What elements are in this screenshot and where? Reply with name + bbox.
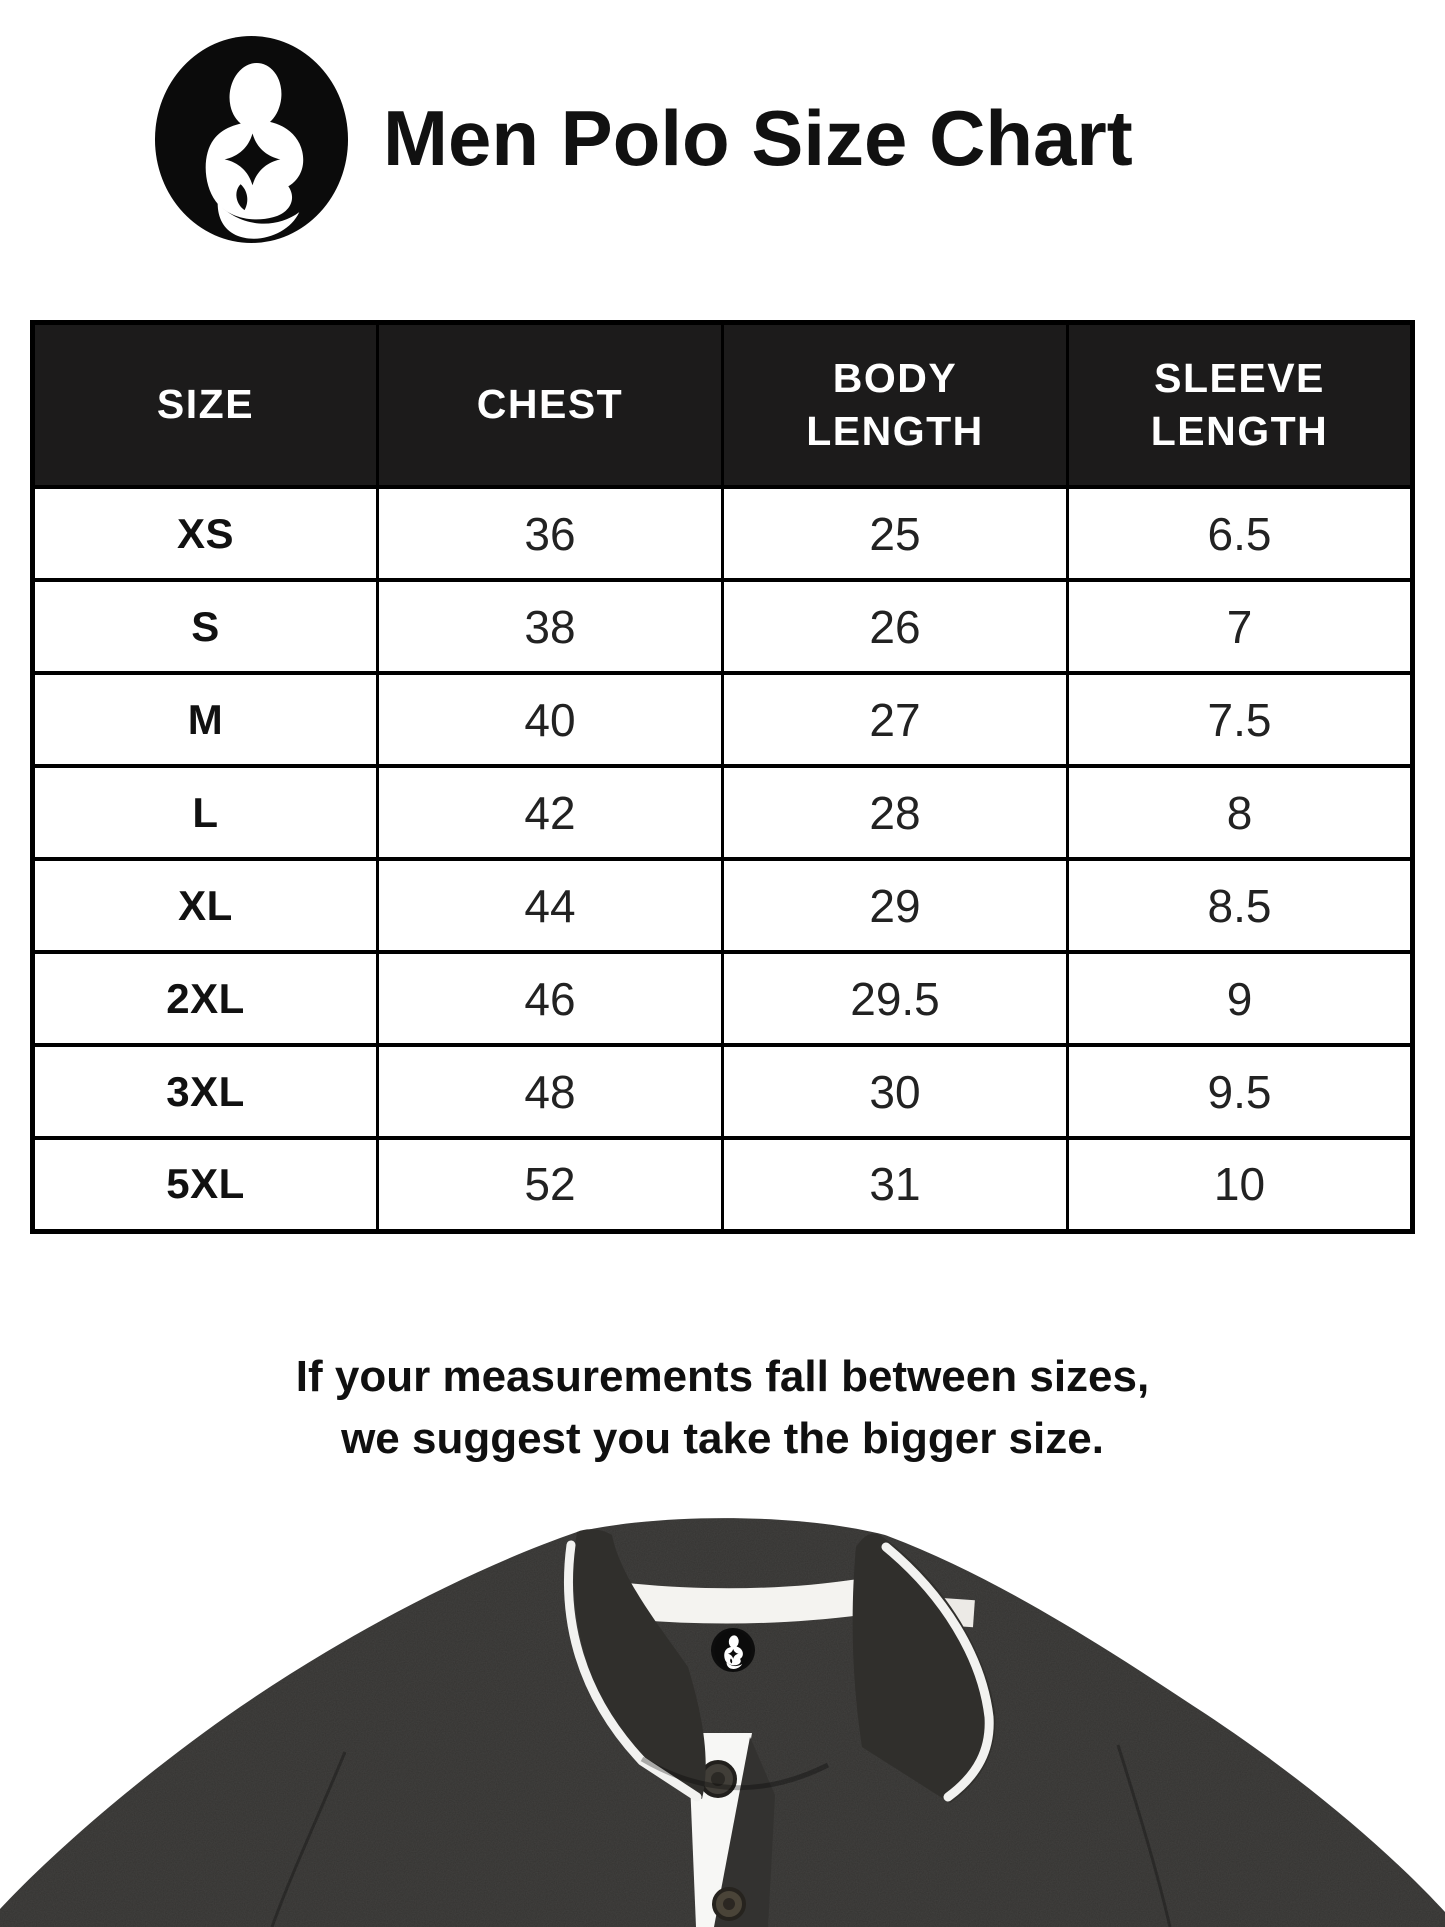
chest-cell: 52	[376, 1136, 724, 1233]
sizing-note-line-1: If your measurements fall between sizes,	[295, 1352, 1150, 1401]
right-sleeve-seam	[1116, 1744, 1172, 1927]
inner-neckband	[606, 1579, 862, 1624]
body-length-cell: 27	[721, 671, 1069, 768]
sleeve-length-cell: 6.5	[1066, 485, 1414, 582]
collar-right-flap	[852, 1533, 996, 1803]
table-row-3xl: 3XL 48 30 9.5	[31, 1043, 1414, 1140]
collar-left-tipping	[564, 1540, 702, 1802]
table-body: XS 36 25 6.5 S 38 26 7 M 40 27 7.5 L 42 …	[31, 485, 1414, 1233]
table-header-row: SIZE CHEST BODY LENGTH SLEEVE LENGTH	[31, 320, 1414, 489]
sleeve-length-cell: 8	[1066, 764, 1414, 861]
page-title: Men Polo Size Chart	[383, 94, 1133, 182]
size-chart-table: SIZE CHEST BODY LENGTH SLEEVE LENGTH XS …	[30, 320, 1415, 1234]
left-sleeve-seam	[270, 1751, 347, 1927]
chest-cell: 36	[376, 485, 724, 582]
body-length-cell: 28	[721, 764, 1069, 861]
body-length-cell: 29.5	[721, 950, 1069, 1047]
sleeve-length-cell: 10	[1066, 1136, 1414, 1233]
placket-top-button	[699, 1760, 737, 1798]
body-length-cell: 30	[721, 1043, 1069, 1140]
col-header-size: SIZE	[31, 320, 379, 489]
chest-cell: 38	[376, 578, 724, 675]
sleeve-length-cell: 7.5	[1066, 671, 1414, 768]
body-length-cell: 29	[721, 857, 1069, 954]
chest-cell: 44	[376, 857, 724, 954]
table-row-s: S 38 26 7	[31, 578, 1414, 675]
size-cell: M	[31, 671, 379, 768]
neck-tag-brand-icon	[714, 1630, 752, 1670]
size-cell: XL	[31, 857, 379, 954]
size-cell: S	[31, 578, 379, 675]
placket-overlap	[714, 1737, 775, 1927]
size-cell: L	[31, 764, 379, 861]
size-cell: XS	[31, 485, 379, 582]
col-header-body-length-label: BODY LENGTH	[806, 354, 984, 454]
neck-tag	[711, 1628, 755, 1672]
size-cell: 2XL	[31, 950, 379, 1047]
sleeve-length-cell: 8.5	[1066, 857, 1414, 954]
collar-left-flap	[573, 1529, 706, 1799]
table-row-2xl: 2XL 46 29.5 9	[31, 950, 1414, 1047]
sleeve-length-cell: 9.5	[1066, 1043, 1414, 1140]
chest-cell: 42	[376, 764, 724, 861]
placket-bottom-button	[712, 1887, 746, 1921]
body-length-cell: 25	[721, 485, 1069, 582]
chest-cell: 48	[376, 1043, 724, 1140]
chest-cell: 40	[376, 671, 724, 768]
col-header-chest-label: CHEST	[476, 381, 624, 428]
col-header-sleeve-length-label: SLEEVE LENGTH	[1150, 354, 1329, 454]
table-row-xs: XS 36 25 6.5	[31, 485, 1414, 582]
body-length-cell: 31	[721, 1136, 1069, 1233]
col-header-chest: CHEST	[376, 320, 724, 489]
table-row-m: M 40 27 7.5	[31, 671, 1414, 768]
sleeve-length-cell: 9	[1066, 950, 1414, 1047]
col-header-size-label: SIZE	[156, 381, 255, 428]
table-row-xl: XL 44 29 8.5	[31, 857, 1414, 954]
polo-shirt-photo	[0, 1518, 1445, 1927]
col-header-sleeve-length: SLEEVE LENGTH	[1066, 320, 1414, 489]
table-head: SIZE CHEST BODY LENGTH SLEEVE LENGTH	[31, 320, 1414, 489]
size-cell: 5XL	[31, 1136, 379, 1233]
collar-fold-shadow	[640, 1756, 830, 1791]
collar-right-tipping	[881, 1542, 994, 1802]
sleeve-length-cell: 7	[1066, 578, 1414, 675]
table-row-5xl: 5XL 52 31 10	[31, 1136, 1414, 1233]
brand-logo-mother-baby-icon	[152, 33, 351, 246]
chest-cell: 46	[376, 950, 724, 1047]
body-length-cell: 26	[721, 578, 1069, 675]
size-cell: 3XL	[31, 1043, 379, 1140]
col-header-body-length: BODY LENGTH	[721, 320, 1069, 489]
table-row-l: L 42 28 8	[31, 764, 1414, 861]
collar	[564, 1529, 996, 1803]
sizing-note-line-2: we suggest you take the bigger size.	[341, 1414, 1104, 1463]
sizing-note: If your measurements fall between sizes,…	[0, 1346, 1445, 1470]
